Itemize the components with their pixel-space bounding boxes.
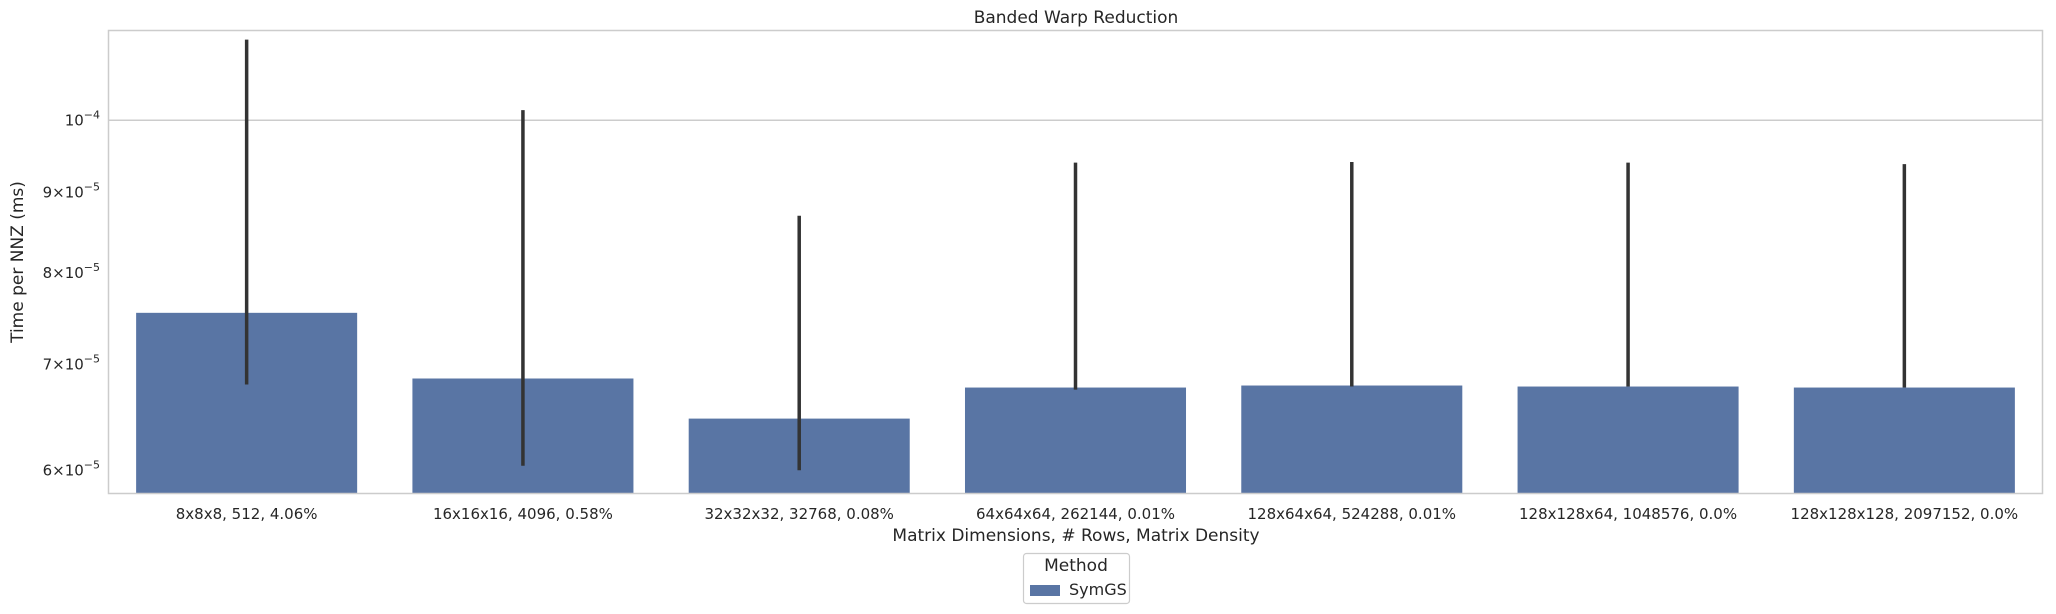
bar [964, 387, 1187, 494]
x-tick-label: 128x64x64, 524288, 0.01% [1248, 505, 1457, 523]
y-tick-label: 9×10−5 [43, 180, 100, 201]
x-tick-labels: 8x8x8, 512, 4.06% 16x16x16, 4096, 0.58% 32… [176, 505, 2018, 523]
legend-swatch-symgs [1030, 585, 1060, 596]
x-tick-label: 8x8x8, 512, 4.06% [176, 505, 318, 523]
plot-frame [107, 29, 2044, 495]
y-tick-label: 10−4 [65, 108, 100, 129]
x-tick-label: 16x16x16, 4096, 0.58% [433, 505, 613, 523]
bar [1517, 386, 1739, 494]
x-tick-label: 128x128x128, 2097152, 0.0% [1791, 505, 2019, 523]
y-tick-labels: 6×10−5 7×10−5 8×10−5 9×10−5 10−4 [43, 108, 100, 479]
legend-title: Method [1044, 556, 1108, 576]
x-tick-label: 64x64x64, 262144, 0.01% [976, 505, 1175, 523]
x-tick-label: 32x32x32, 32768, 0.08% [704, 505, 893, 523]
bar [1241, 385, 1463, 494]
y-tick-label: 8×10−5 [43, 261, 100, 282]
y-tick-label: 6×10−5 [43, 458, 100, 479]
chart-title: Banded Warp Reduction [974, 8, 1179, 28]
x-axis-label: Matrix Dimensions, # Rows, Matrix Densit… [892, 526, 1259, 546]
error-bars [244, 39, 1907, 471]
y-axis-label: Time per NNZ (ms) [8, 181, 28, 344]
legend-entry-symgs: SymGS [1069, 580, 1127, 599]
legend: Method SymGS [1022, 552, 1131, 605]
bar [1793, 387, 2015, 494]
y-tick-label: 7×10−5 [43, 353, 100, 374]
x-tick-label: 128x128x64, 1048576, 0.0% [1519, 505, 1737, 523]
